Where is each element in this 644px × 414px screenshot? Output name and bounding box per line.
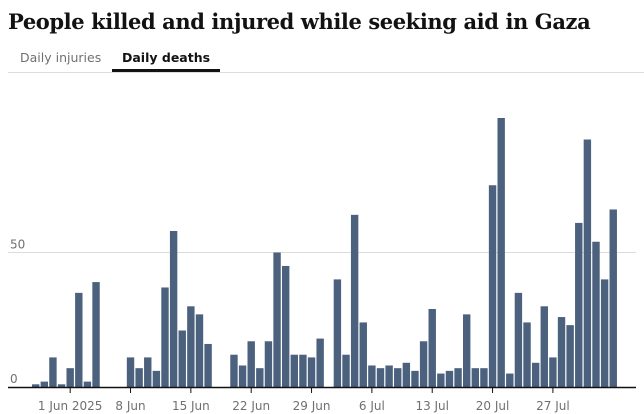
y-tick-label: 50 bbox=[10, 238, 25, 252]
bar bbox=[342, 354, 350, 387]
x-tick-label: 6 Jul bbox=[359, 399, 385, 413]
y-tick-label: 0 bbox=[10, 372, 18, 386]
bar bbox=[316, 338, 324, 387]
x-tick-label: 29 Jun bbox=[293, 399, 331, 413]
bar bbox=[497, 118, 505, 387]
bar bbox=[514, 292, 523, 387]
bar bbox=[66, 368, 74, 387]
bar bbox=[557, 317, 566, 387]
bar bbox=[40, 381, 49, 387]
bar bbox=[281, 265, 290, 387]
bar bbox=[144, 357, 152, 387]
bar bbox=[394, 368, 402, 387]
bar bbox=[187, 306, 195, 387]
bar bbox=[57, 384, 66, 387]
bar bbox=[299, 354, 307, 387]
bar bbox=[264, 341, 273, 387]
bar bbox=[385, 365, 393, 387]
bar bbox=[195, 314, 204, 387]
bar bbox=[411, 370, 419, 387]
bar bbox=[437, 373, 445, 387]
bar bbox=[575, 222, 583, 387]
x-tick-label: 27 Jul bbox=[536, 399, 570, 413]
bar bbox=[126, 357, 135, 387]
bar bbox=[531, 362, 540, 387]
bar bbox=[238, 365, 247, 387]
bar bbox=[169, 230, 178, 387]
chart-title: People killed and injured while seeking … bbox=[8, 9, 591, 34]
bar bbox=[135, 368, 143, 387]
bar bbox=[178, 330, 186, 387]
bar bbox=[307, 357, 316, 387]
tab-daily-deaths[interactable]: Daily deaths bbox=[112, 45, 221, 72]
bar bbox=[609, 209, 617, 387]
tab-bar: Daily injuries Daily deaths bbox=[8, 45, 644, 73]
bar bbox=[600, 279, 609, 387]
bar bbox=[445, 370, 454, 387]
bar bbox=[333, 279, 342, 387]
bar bbox=[376, 368, 385, 387]
bar bbox=[204, 343, 212, 387]
bar bbox=[463, 314, 471, 387]
bar bbox=[92, 282, 100, 387]
bar bbox=[247, 341, 255, 387]
bar bbox=[583, 139, 592, 387]
bar bbox=[488, 185, 497, 387]
bar bbox=[402, 362, 411, 387]
tab-daily-injuries[interactable]: Daily injuries bbox=[20, 50, 102, 65]
bar bbox=[566, 325, 574, 387]
bar bbox=[428, 308, 436, 387]
bar bbox=[506, 373, 514, 387]
bar bbox=[540, 306, 548, 387]
bar bbox=[368, 365, 376, 387]
bar bbox=[454, 368, 462, 387]
bar bbox=[471, 368, 480, 387]
bar bbox=[549, 357, 557, 387]
bar bbox=[273, 252, 281, 387]
bar bbox=[256, 368, 264, 387]
bar bbox=[32, 384, 40, 387]
x-tick-label: 8 Jun bbox=[115, 399, 145, 413]
x-tick-label: 1 Jun 2025 bbox=[38, 399, 103, 413]
bar bbox=[49, 357, 57, 387]
bar bbox=[350, 214, 359, 387]
bar bbox=[83, 381, 92, 387]
bar bbox=[592, 241, 600, 387]
x-tick-label: 15 Jun bbox=[172, 399, 210, 413]
bar bbox=[230, 354, 238, 387]
bar bbox=[523, 322, 531, 387]
x-tick-label: 22 Jun bbox=[232, 399, 270, 413]
bar bbox=[75, 292, 83, 387]
x-tick-label: 20 Jul bbox=[476, 399, 510, 413]
x-tick-label: 13 Jul bbox=[415, 399, 449, 413]
bar bbox=[161, 287, 169, 387]
bar bbox=[290, 354, 298, 387]
bar bbox=[419, 341, 428, 387]
bar bbox=[359, 322, 367, 387]
bar bbox=[480, 368, 488, 387]
bar bbox=[152, 370, 161, 387]
